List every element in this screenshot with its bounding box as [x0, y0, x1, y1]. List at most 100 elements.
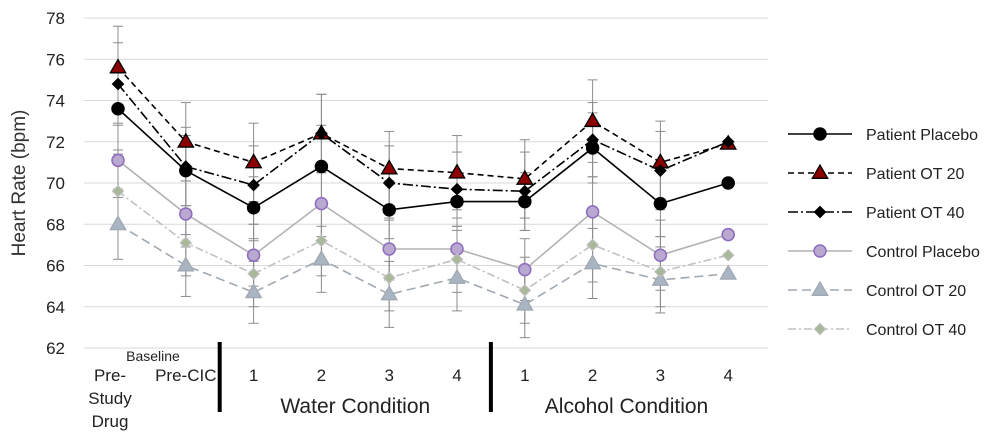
data-point [176, 132, 195, 148]
y-tick-label: 76 [46, 50, 65, 69]
data-point [448, 163, 466, 179]
data-point [247, 267, 260, 281]
data-point [586, 133, 599, 147]
legend-label: Patient Placebo [866, 127, 978, 144]
data-point [585, 205, 600, 219]
x-tick-label: 3 [384, 366, 393, 385]
x-group-label: Baseline [126, 348, 180, 364]
y-tick-label: 72 [46, 133, 65, 152]
legend-marker [813, 205, 827, 219]
legend-marker [811, 163, 829, 179]
data-point [246, 201, 261, 215]
data-point [382, 271, 396, 285]
data-point [654, 265, 667, 279]
x-tick-label: 3 [656, 366, 665, 385]
data-point [179, 207, 193, 221]
data-point [380, 159, 399, 175]
data-point [518, 184, 532, 198]
x-tick-label: Pre- [94, 366, 126, 385]
data-point [721, 176, 735, 190]
data-point [382, 242, 396, 256]
legend-label: Patient OT 20 [866, 166, 965, 183]
y-tick-label: 78 [46, 9, 65, 28]
series-line [117, 159, 729, 271]
data-point [653, 196, 668, 211]
x-axis: Pre- Study Drug Pre-CIC 1 2 3 4 1 2 3 4 Baseline Wate… [88, 342, 733, 431]
data-point [315, 234, 328, 248]
data-point [111, 184, 125, 198]
y-tick-label: 74 [46, 92, 65, 111]
x-tick-label: 1 [249, 366, 258, 385]
data-point [246, 248, 261, 262]
data-point [111, 102, 125, 116]
data-point [382, 176, 396, 190]
data-point [314, 159, 329, 174]
data-point [515, 295, 534, 311]
data-point [176, 256, 195, 272]
data-point [518, 283, 532, 297]
series-lines [117, 66, 729, 306]
legend-label: Control OT 20 [866, 283, 966, 300]
data-point [179, 160, 193, 173]
series-line [117, 83, 729, 193]
data-point [721, 248, 735, 262]
data-point [515, 169, 534, 185]
data-point [719, 264, 738, 280]
data-point [244, 283, 263, 299]
data-point [315, 127, 328, 140]
data-point [380, 285, 399, 301]
series-line [117, 66, 729, 180]
data-point [721, 135, 735, 149]
data-point [450, 194, 464, 209]
legend-marker [811, 280, 829, 296]
x-tick-label: 4 [452, 366, 461, 385]
data-point [450, 252, 464, 266]
data-point [109, 214, 127, 231]
data-point [583, 254, 602, 270]
legend-label: Patient OT 40 [866, 205, 965, 222]
legend-label: Control OT 40 [866, 322, 966, 339]
data-point [518, 262, 532, 277]
data-point [721, 227, 735, 242]
legend: Patient Placebo Patient OT 20 Patient OT 4… [788, 127, 980, 339]
y-axis: 62 64 66 68 70 72 74 76 78 [46, 9, 65, 358]
x-group-label: Water Condition [280, 395, 430, 418]
data-point [586, 238, 599, 252]
legend-marker [813, 322, 827, 336]
x-tick-label: Drug [92, 412, 129, 431]
y-tick-label: 62 [46, 339, 65, 358]
y-tick-label: 66 [46, 257, 65, 276]
series-line [117, 108, 729, 211]
data-point [583, 111, 602, 128]
x-tick-label: 4 [723, 366, 732, 385]
data-point [654, 164, 667, 177]
data-point [109, 58, 127, 74]
data-point [382, 203, 396, 217]
x-tick-label: 1 [520, 366, 529, 385]
legend-label: Control Placebo [866, 244, 980, 261]
data-point [312, 250, 331, 266]
data-point [653, 248, 668, 262]
x-tick-label: 2 [317, 366, 326, 385]
series-line [117, 223, 729, 306]
x-group-label: Alcohol Condition [545, 395, 708, 418]
y-axis-label: Heart Rate (bpm) [9, 110, 30, 257]
data-point [244, 153, 263, 169]
x-tick-label: 2 [588, 366, 597, 385]
y-tick-label: 64 [46, 298, 65, 317]
data-point [651, 270, 670, 286]
legend-marker [813, 127, 827, 141]
data-point [111, 153, 125, 168]
y-gridlines [84, 17, 768, 349]
data-point [111, 77, 125, 91]
data-point [179, 236, 193, 250]
y-tick-label: 70 [46, 174, 65, 193]
series-markers [109, 58, 738, 311]
series-line [117, 190, 729, 292]
y-tick-label: 68 [46, 215, 65, 234]
data-point [314, 196, 329, 211]
x-tick-label: Pre-CIC [155, 366, 216, 385]
x-tick-label: Study [88, 389, 132, 408]
data-point [448, 268, 466, 284]
